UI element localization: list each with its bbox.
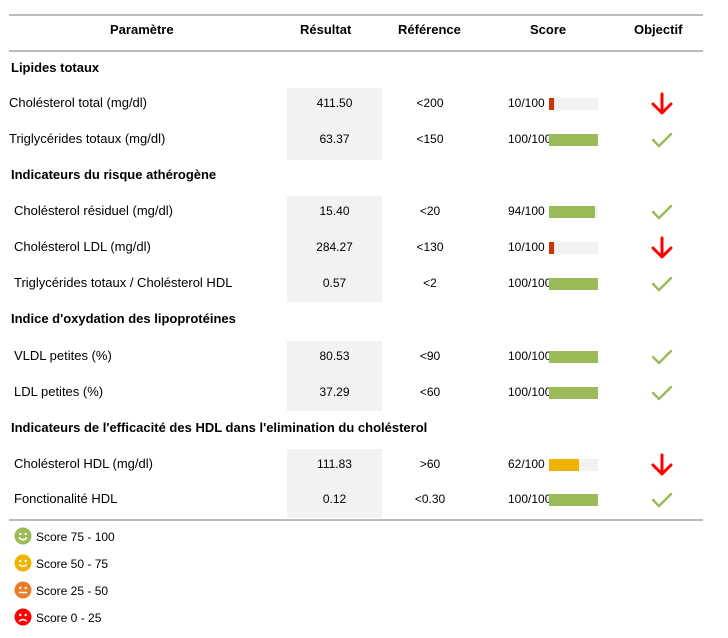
score-bar-fill <box>549 494 598 506</box>
table-row: Cholésterol HDL (mg/dl) 111.83 >60 62/100 <box>0 447 728 483</box>
table-row: Cholésterol total (mg/dl) 411.50 <200 10/10… <box>0 86 728 122</box>
top-rule <box>9 14 703 16</box>
header-score: Score <box>530 22 567 37</box>
result-value: 411.50 <box>316 96 353 110</box>
reference-value: <90 <box>419 349 441 363</box>
sad-face-icon <box>14 608 32 631</box>
reference-value: <150 <box>416 132 444 146</box>
reference-value: <60 <box>419 385 441 399</box>
neutral-face-icon <box>14 581 32 604</box>
header-rule <box>9 50 703 52</box>
score-bar-fill <box>549 387 598 399</box>
parameter-name: Cholésterol HDL (mg/dl) <box>14 456 153 471</box>
table-row: Cholésterol résiduel (mg/dl) 15.40 <20 94/1… <box>0 194 728 230</box>
score-bar <box>549 134 598 146</box>
table-row: VLDL petites (%) 80.53 <90 100/100 <box>0 339 728 375</box>
score-label: 100/100 <box>508 276 552 290</box>
happy-face-icon <box>14 527 32 550</box>
header-param: Paramètre <box>110 22 174 37</box>
parameter-name: Fonctionalité HDL <box>14 491 118 506</box>
score-bar <box>549 459 598 471</box>
score-bar <box>549 494 598 506</box>
parameter-name: VLDL petites (%) <box>14 348 112 363</box>
reference-value: <200 <box>416 96 444 110</box>
parameter-name: LDL petites (%) <box>14 384 104 399</box>
score-bar <box>549 98 598 110</box>
score-bar <box>549 351 598 363</box>
result-value: 63.37 <box>319 132 350 146</box>
result-value: 284.27 <box>316 240 353 254</box>
parameter-name: Cholésterol résiduel (mg/dl) <box>14 203 173 218</box>
legend-label: Score 50 - 75 <box>36 557 109 571</box>
parameter-name: Cholésterol LDL (mg/dl) <box>14 239 151 254</box>
result-value: 0.12 <box>322 492 347 506</box>
score-bar-fill <box>549 351 598 363</box>
section-title: Indicateurs de l'efficacité des HDL dans… <box>11 420 428 435</box>
parameter-name: Cholésterol total (mg/dl) <box>9 95 147 110</box>
parameter-name: Triglycérides totaux / Cholésterol HDL <box>14 275 233 290</box>
result-shade <box>287 449 382 518</box>
header-result: Résultat <box>300 22 352 37</box>
score-label: 100/100 <box>508 132 552 146</box>
legend-label: Score 0 - 25 <box>36 611 102 625</box>
result-value: 15.40 <box>319 204 350 218</box>
section-title: Indicateurs du risque athérogène <box>11 167 217 182</box>
score-label: 100/100 <box>508 492 552 506</box>
reference-value: <0.30 <box>414 492 446 506</box>
check-icon <box>648 127 676 153</box>
reference-value: <20 <box>419 204 441 218</box>
score-label: 10/100 <box>508 240 545 254</box>
result-value: 37.29 <box>319 385 350 399</box>
legend-label: Score 75 - 100 <box>36 530 115 544</box>
header-reference: Référence <box>398 22 461 37</box>
down-arrow-icon <box>648 91 676 117</box>
table-row: Fonctionalité HDL 0.12 <0.30 100/100 <box>0 482 728 518</box>
reference-value: <130 <box>416 240 444 254</box>
score-bar-fill <box>549 134 598 146</box>
score-bar <box>549 206 598 218</box>
legend-label: Score 25 - 50 <box>36 584 109 598</box>
reference-value: >60 <box>419 457 441 471</box>
result-shade <box>287 196 382 302</box>
check-icon <box>648 199 676 225</box>
smile-face-icon <box>14 554 32 577</box>
score-bar-fill <box>549 459 579 471</box>
reference-value: <2 <box>423 276 437 290</box>
check-icon <box>648 344 676 370</box>
score-label: 94/100 <box>508 204 545 218</box>
check-icon <box>648 271 676 297</box>
parameter-name: Triglycérides totaux (mg/dl) <box>9 131 166 146</box>
table-row: Triglycérides totaux (mg/dl) 63.37 <150 100… <box>0 122 728 158</box>
score-label: 100/100 <box>508 385 552 399</box>
result-shade <box>287 88 382 160</box>
score-bar <box>549 278 598 290</box>
header-objective: Objectif <box>634 22 683 37</box>
check-icon <box>648 487 676 513</box>
bottom-rule <box>9 519 703 521</box>
down-arrow-icon <box>648 452 676 478</box>
result-value: 111.83 <box>317 457 352 471</box>
score-bar <box>549 242 598 254</box>
section-title: Lipides totaux <box>11 60 100 75</box>
score-label: 62/100 <box>508 457 545 471</box>
score-bar-fill <box>549 206 595 218</box>
down-arrow-icon <box>648 235 676 261</box>
score-bar <box>549 387 598 399</box>
result-value: 80.53 <box>319 349 350 363</box>
section-title: Indice d'oxydation des lipoprotéines <box>11 311 236 326</box>
score-bar-fill <box>549 98 554 110</box>
score-bar-fill <box>549 278 598 290</box>
table-row: LDL petites (%) 37.29 <60 100/100 <box>0 375 728 411</box>
check-icon <box>648 380 676 406</box>
score-label: 10/100 <box>508 96 545 110</box>
score-bar-fill <box>549 242 554 254</box>
table-row: Cholésterol LDL (mg/dl) 284.27 <130 10/100 <box>0 230 728 266</box>
score-label: 100/100 <box>508 349 552 363</box>
result-shade <box>287 341 382 411</box>
table-row: Triglycérides totaux / Cholésterol HDL 0.… <box>0 266 728 302</box>
result-value: 0.57 <box>322 276 347 290</box>
